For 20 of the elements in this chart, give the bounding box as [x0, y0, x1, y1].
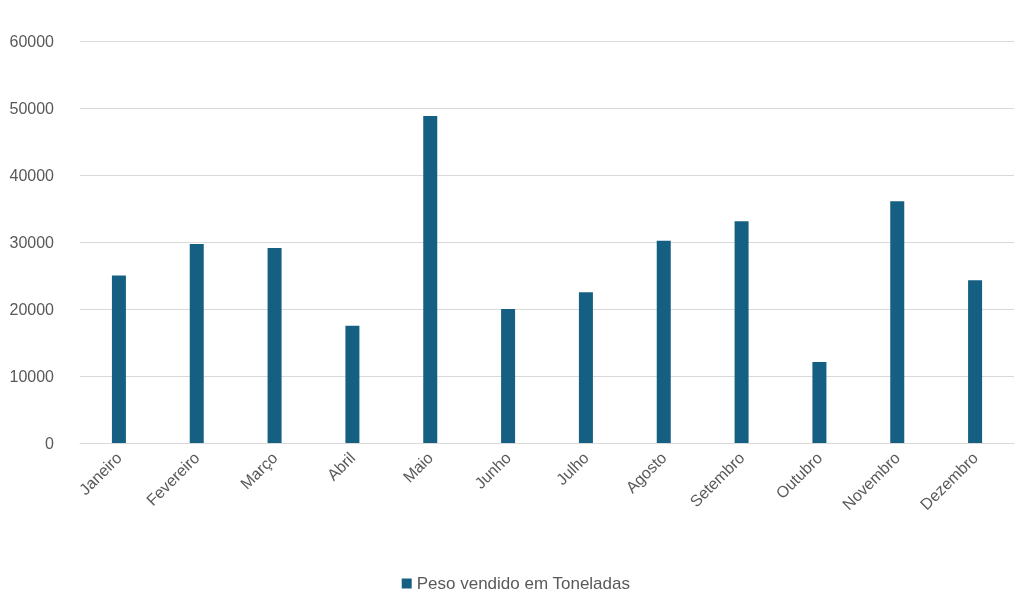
y-tick-label: 40000	[9, 166, 55, 184]
bar	[578, 292, 593, 443]
bar	[345, 325, 360, 443]
legend-label: Peso vendido em Toneladas	[416, 574, 630, 593]
bar	[734, 221, 749, 443]
bar	[501, 309, 516, 443]
y-tick-label: 60000	[9, 32, 55, 50]
y-tick-label: 0	[45, 434, 55, 452]
y-tick-label: 20000	[9, 300, 55, 318]
bar	[968, 280, 983, 443]
y-tick-label: 30000	[9, 233, 55, 251]
bar	[267, 248, 282, 443]
bar	[189, 244, 204, 443]
bar	[890, 201, 905, 443]
bar	[423, 116, 438, 443]
bar	[812, 361, 827, 443]
y-tick-label: 10000	[9, 367, 55, 385]
y-tick-label: 50000	[9, 99, 55, 117]
bar	[656, 240, 671, 443]
bar	[111, 275, 126, 443]
